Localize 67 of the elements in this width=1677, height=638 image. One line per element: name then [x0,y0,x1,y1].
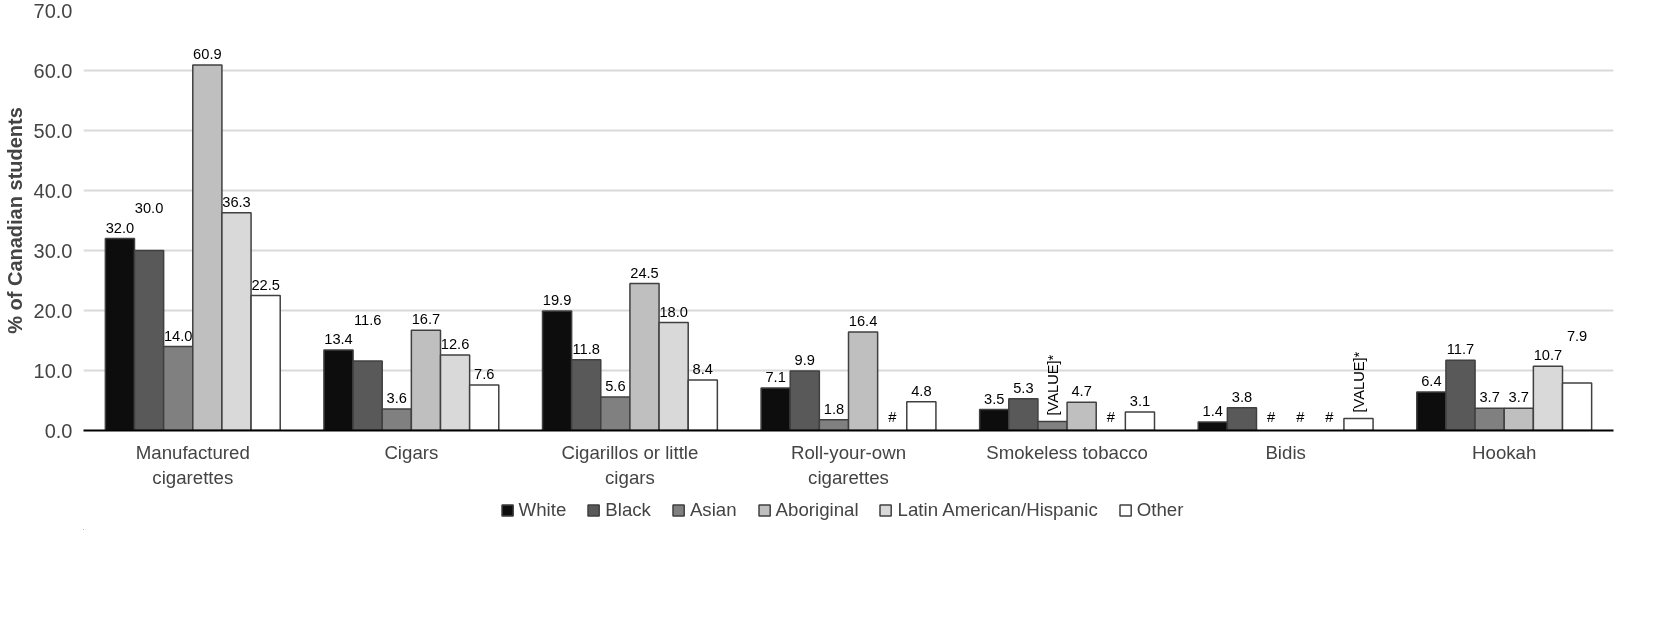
data-label: 12.6 [440,335,470,352]
legend-label: White [518,499,567,521]
data-label: 32.0 [105,219,135,236]
data-label: 14.0 [163,327,193,344]
data-label: 4.7 [1071,383,1092,400]
text: # [1296,408,1305,425]
y-tick-label: 30.0 [33,239,73,262]
data-label: 7.9 [1566,328,1588,345]
x-tick-label: Cigars [384,441,439,463]
bar [1124,411,1156,431]
data-label: 10.7 [1533,347,1563,364]
legend-label: Other [1136,499,1184,521]
legend-label: Aboriginal [775,499,859,521]
legend-label: Latin American/Hispanic [897,499,1098,521]
data-label: [VALUE]* [1044,354,1061,416]
y-tick-label: 10.0 [33,359,73,382]
legend-label: Black [605,499,651,521]
data-label: 3.5 [984,390,1005,407]
data-label: 5.3 [1013,379,1034,396]
data-label: 24.5 [630,264,659,281]
text: # [1325,408,1334,425]
y-axis-title: % of Canadian students [3,107,26,334]
x-tick-label: Manufactured cigarettes [135,441,250,488]
data-label: 11.7 [1446,341,1475,358]
bar [906,400,937,431]
data-label: 60.9 [193,46,222,63]
data-label: 19.9 [542,292,572,309]
data-label: 22.5 [251,276,280,293]
data-label: 3.8 [1231,388,1253,405]
y-tick-label: 50.0 [33,119,73,142]
data-label: 5.6 [605,377,626,394]
data-label: 3.6 [386,389,407,406]
data-label: 1.4 [1202,403,1223,420]
data-label: 11.6 [353,311,382,328]
data-label: 36.3 [222,193,251,210]
x-tick-label: Bidis [1265,441,1306,463]
y-tick-label: 60.0 [33,59,73,82]
data-label: 16.4 [848,313,878,330]
x-tick-label: Cigarillos or little cigars [561,441,699,488]
data-label: 13.4 [324,331,353,348]
data-label: 7.1 [765,368,786,385]
data-label: 6.4 [1421,373,1442,390]
y-tick-label: 70.0 [33,0,73,22]
data-label: [VALUE]* [1350,351,1367,413]
data-label: 3.7 [1508,389,1529,406]
data-label: 3.1 [1129,392,1151,409]
data-label: 11.8 [572,340,600,357]
x-tick-label: Smokeless tobacco [986,441,1148,463]
y-tick-label: 0.0 [44,419,73,442]
data-label: 1.8 [823,400,845,417]
text: # [888,408,897,425]
data-label: 4.8 [911,382,932,399]
data-label: 3.7 [1479,389,1500,406]
text: # [1106,408,1115,425]
data-label: 9.9 [794,352,815,369]
legend-label: Asian [689,499,737,521]
text: # [1267,408,1276,425]
bar [1343,417,1374,431]
data-label: 16.7 [411,311,441,328]
data-label: 18.0 [659,303,688,320]
y-tick-label: 40.0 [33,179,73,202]
x-tick-label: Roll-your-own cigarettes [790,441,907,488]
data-label: 8.4 [692,361,713,378]
y-tick-label: 20.0 [33,299,73,322]
data-label: 7.6 [474,365,495,382]
x-tick-label: Hookah [1472,441,1537,463]
data-label: 30.0 [134,200,164,217]
